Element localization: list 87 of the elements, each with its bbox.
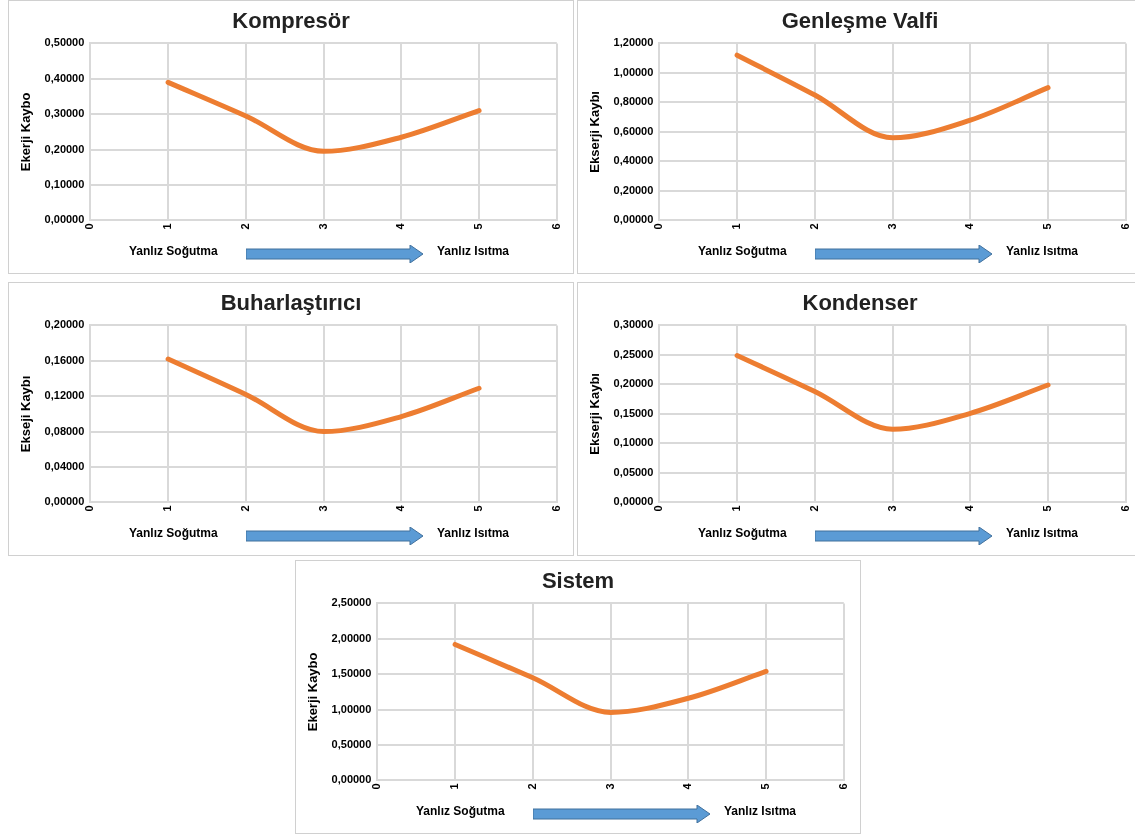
- x-tick-label: 3: [316, 223, 329, 230]
- x-tick-label: 1: [161, 505, 174, 512]
- x-tick-label: 0: [652, 223, 665, 230]
- y-tick-label: 0,80000: [613, 95, 654, 108]
- x-tick-label: 6: [549, 223, 562, 230]
- x-tick-label: 6: [1118, 505, 1131, 512]
- y-axis-title: Ekerji Kaybo: [305, 652, 321, 732]
- y-axis-title: Ekerji Kaybo: [18, 92, 34, 172]
- y-tick-label: 0,25000: [613, 347, 654, 360]
- y-axis-title: Ekserji Kaybı: [587, 91, 603, 173]
- x-tick-label: 2: [238, 505, 251, 512]
- y-tick-label: 0,00000: [44, 495, 85, 508]
- x-tick-label: 5: [759, 783, 772, 790]
- x-tick-label: 5: [472, 505, 485, 512]
- y-tick-label: 0,30000: [613, 318, 654, 331]
- y-tick-label: 0,00000: [613, 495, 654, 508]
- chart-title: Kompresör: [232, 8, 351, 34]
- y-tick-label: 1,20000: [613, 36, 654, 49]
- x-tick-label: 6: [549, 505, 562, 512]
- x-tick-label: 4: [963, 504, 976, 512]
- x-tick-label: 2: [807, 223, 820, 230]
- x-tick-label: 3: [885, 223, 898, 230]
- y-tick-label: 0,50000: [44, 36, 85, 49]
- y-tick-label: 0,00000: [613, 213, 654, 226]
- text: Yanlız Isıtma: [1006, 244, 1079, 258]
- y-axis-title: Ekseji Kaybı: [18, 375, 34, 453]
- x-tick-label: 4: [681, 782, 694, 790]
- y-tick-label: 0,15000: [613, 406, 654, 419]
- x-tick-label: 4: [394, 222, 407, 230]
- y-tick-label: 1,00000: [331, 702, 372, 715]
- y-tick-label: 0,00000: [44, 213, 85, 226]
- y-tick-label: 2,00000: [331, 631, 372, 644]
- x-tick-label: 2: [238, 223, 251, 230]
- x-tick-label: 6: [836, 783, 849, 790]
- y-tick-label: 0,04000: [44, 460, 85, 473]
- y-tick-label: 0,10000: [613, 436, 654, 449]
- x-tick-label: 1: [448, 783, 461, 790]
- y-tick-label: 0,10000: [44, 178, 85, 191]
- y-tick-label: 0,20000: [44, 142, 85, 155]
- x-tick-label: 0: [83, 223, 96, 230]
- x-tick-label: 2: [525, 783, 538, 790]
- text: Yanlız Soğutma: [698, 244, 787, 258]
- y-tick-label: 0,00000: [331, 773, 372, 786]
- x-tick-label: 3: [316, 505, 329, 512]
- x-tick-label: 5: [1041, 505, 1054, 512]
- y-tick-label: 0,12000: [44, 389, 85, 402]
- x-tick-label: 5: [472, 223, 485, 230]
- text: Yanlız Soğutma: [129, 526, 218, 540]
- text: Yanlız Soğutma: [129, 244, 218, 258]
- text: Yanlız Soğutma: [416, 804, 505, 818]
- chart-title: Buharlaştırıcı: [220, 290, 362, 316]
- x-tick-label: 6: [1118, 223, 1131, 230]
- x-tick-label: 0: [83, 505, 96, 512]
- y-tick-label: 0,30000: [44, 107, 85, 120]
- x-tick-label: 5: [1041, 223, 1054, 230]
- x-tick-label: 1: [730, 223, 743, 230]
- text: Yanlız Isıtma: [437, 244, 510, 258]
- y-tick-label: 1,00000: [613, 65, 654, 78]
- y-tick-label: 0,08000: [44, 424, 85, 437]
- chart-title: Kondenser: [802, 290, 918, 316]
- x-tick-label: 1: [730, 505, 743, 512]
- x-tick-label: 0: [652, 505, 665, 512]
- y-tick-label: 1,50000: [331, 667, 372, 680]
- x-tick-label: 4: [963, 222, 976, 230]
- y-tick-label: 0,50000: [331, 738, 372, 751]
- y-axis-title: Ekserji Kaybı: [587, 373, 603, 455]
- x-tick-label: 1: [161, 223, 174, 230]
- y-tick-label: 0,40000: [613, 154, 654, 167]
- y-tick-label: 2,50000: [331, 596, 372, 609]
- y-tick-label: 0,16000: [44, 353, 85, 366]
- y-tick-label: 0,20000: [613, 183, 654, 196]
- x-tick-label: 3: [885, 505, 898, 512]
- y-tick-label: 0,60000: [613, 124, 654, 137]
- x-tick-label: 2: [807, 505, 820, 512]
- chart-title: Genleşme Valfi: [781, 8, 939, 34]
- x-tick-label: 4: [394, 504, 407, 512]
- text: Yanlız Isıtma: [437, 526, 510, 540]
- y-tick-label: 0,20000: [613, 377, 654, 390]
- text: Yanlız Isıtma: [1006, 526, 1079, 540]
- y-tick-label: 0,05000: [613, 465, 654, 478]
- y-tick-label: 0,20000: [44, 318, 85, 331]
- text: Yanlız Isıtma: [724, 804, 797, 818]
- chart-title: Sistem: [541, 568, 615, 594]
- x-tick-label: 3: [603, 783, 616, 790]
- text: Yanlız Soğutma: [698, 526, 787, 540]
- y-tick-label: 0,40000: [44, 71, 85, 84]
- x-tick-label: 0: [370, 783, 383, 790]
